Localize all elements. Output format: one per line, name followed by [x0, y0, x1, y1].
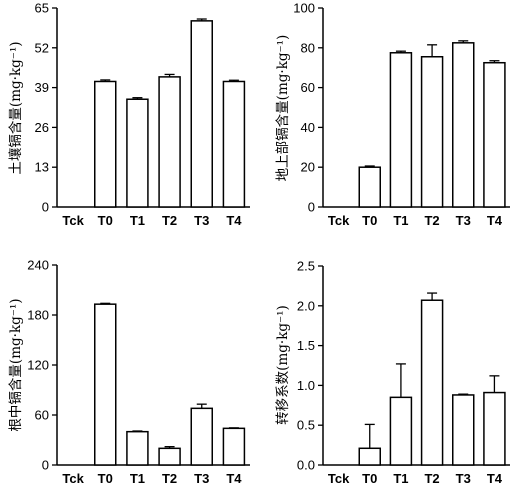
x-tick-label-root-T1: T1: [130, 471, 145, 484]
x-tick-label-soil-Tck: Tck: [62, 213, 84, 228]
bar-transfer-T4: [483, 391, 506, 466]
bar-root-T4: [222, 427, 246, 466]
y-tick-label-transfer: 2.0: [297, 298, 315, 313]
y-tick-label-root: 180: [27, 308, 49, 323]
x-tick-label-root-T3: T3: [194, 471, 209, 484]
bar-shoot-T0: [358, 166, 381, 208]
x-tick-label-soil-T4: T4: [226, 213, 242, 228]
bar-soil-T0: [94, 80, 117, 208]
y-tick-label-shoot: 80: [301, 40, 315, 55]
x-tick-label-transfer-Tck: Tck: [328, 471, 350, 484]
x-tick-label-transfer-T4: T4: [487, 471, 503, 484]
ylabel-root: 根中镉含量(mg·kg⁻¹): [8, 298, 24, 431]
ylabel-shoot: 地上部镉含量(mg·kg⁻¹): [275, 35, 291, 182]
y-tick-label-shoot: 60: [301, 80, 315, 95]
y-tick-label-shoot: 100: [293, 1, 315, 16]
x-tick-label-transfer-T2: T2: [424, 471, 439, 484]
bar-transfer-T2: [420, 299, 444, 466]
y-tick-label-soil: 13: [35, 160, 49, 175]
bar-transfer-T1: [389, 396, 413, 466]
x-tick-label-soil-T1: T1: [130, 213, 145, 228]
x-tick-label-shoot-T2: T2: [424, 213, 439, 228]
panel-soil: 土壤镉含量(mg·kg⁻¹) 0 13 26 39 52 65 Tck T0 T1 T2 T3 T4: [7, 1, 250, 228]
y-tick-label-transfer: 0.0: [297, 458, 315, 473]
x-tick-label-shoot-T4: T4: [487, 213, 503, 228]
y-tick-label-transfer: 1.5: [297, 338, 315, 353]
bar-soil-T4: [222, 80, 246, 208]
bar-soil-T1: [126, 98, 149, 208]
bar-root-T3: [190, 407, 213, 466]
y-tick-label-soil: 26: [35, 120, 49, 135]
x-tick-label-shoot-T1: T1: [393, 213, 408, 228]
x-tick-label-root-T4: T4: [226, 471, 242, 484]
y-tick-label-root: 120: [27, 358, 49, 373]
x-tick-label-transfer-T3: T3: [456, 471, 471, 484]
bar-soil-T3: [190, 20, 213, 208]
bar-root-T1: [126, 430, 149, 466]
ylabel-transfer: 转移系数(mg·kg⁻¹): [275, 305, 291, 425]
panel-root: 根中镉含量(mg·kg⁻¹) 0 60 120 180 240 Tck T0 T1 T2 T3 T4: [8, 258, 250, 484]
y-tick-label-soil: 39: [35, 80, 49, 95]
x-tick-label-soil-T2: T2: [162, 213, 177, 228]
bar-shoot-T3: [452, 42, 475, 208]
y-tick-label-transfer: 2.5: [297, 259, 315, 274]
y-tick-label-shoot: 40: [301, 120, 315, 135]
y-tick-label-soil: 65: [35, 1, 49, 16]
x-tick-label-soil-T3: T3: [194, 213, 209, 228]
panel-shoot: 地上部镉含量(mg·kg⁻¹) 0 20 40 60 80 100 Tck T0 T1 T2 T3 T…: [275, 1, 510, 228]
x-tick-label-shoot-Tck: Tck: [328, 213, 350, 228]
x-tick-label-transfer-T0: T0: [362, 471, 377, 484]
bar-shoot-T1: [389, 52, 413, 208]
ylabel-soil: 土壤镉含量(mg·kg⁻¹): [7, 41, 24, 174]
y-tick-label-root: 240: [27, 258, 49, 273]
y-tick-label-shoot: 20: [301, 160, 315, 175]
y-tick-label-root: 60: [35, 408, 49, 423]
x-tick-label-root-T0: T0: [98, 471, 113, 484]
bar-shoot-T2: [420, 56, 444, 208]
x-tick-label-shoot-T0: T0: [362, 213, 377, 228]
x-tick-label-root-Tck: Tck: [62, 471, 84, 484]
bar-transfer-T0: [358, 447, 381, 466]
bar-root-T0: [94, 303, 117, 466]
y-tick-label-soil: 52: [35, 40, 49, 55]
x-tick-label-root-T2: T2: [162, 471, 177, 484]
y-tick-label-shoot: 0: [308, 200, 315, 215]
y-tick-label-transfer: 1.0: [297, 378, 315, 393]
bar-transfer-T3: [452, 394, 475, 466]
x-tick-label-soil-T0: T0: [98, 213, 113, 228]
panel-transfer: 转移系数(mg·kg⁻¹) 0.0 0.5 1.0 1.5 2.0 2.5 Tck T0 T1 T…: [275, 259, 510, 484]
x-tick-label-transfer-T1: T1: [393, 471, 408, 484]
x-tick-label-shoot-T3: T3: [456, 213, 471, 228]
bar-shoot-T4: [483, 61, 506, 208]
y-tick-label-root: 0: [42, 458, 49, 473]
bar-root-T2: [158, 447, 181, 466]
bar-soil-T2: [158, 76, 181, 208]
y-tick-label-soil: 0: [42, 200, 49, 215]
y-tick-label-transfer: 0.5: [297, 418, 315, 433]
